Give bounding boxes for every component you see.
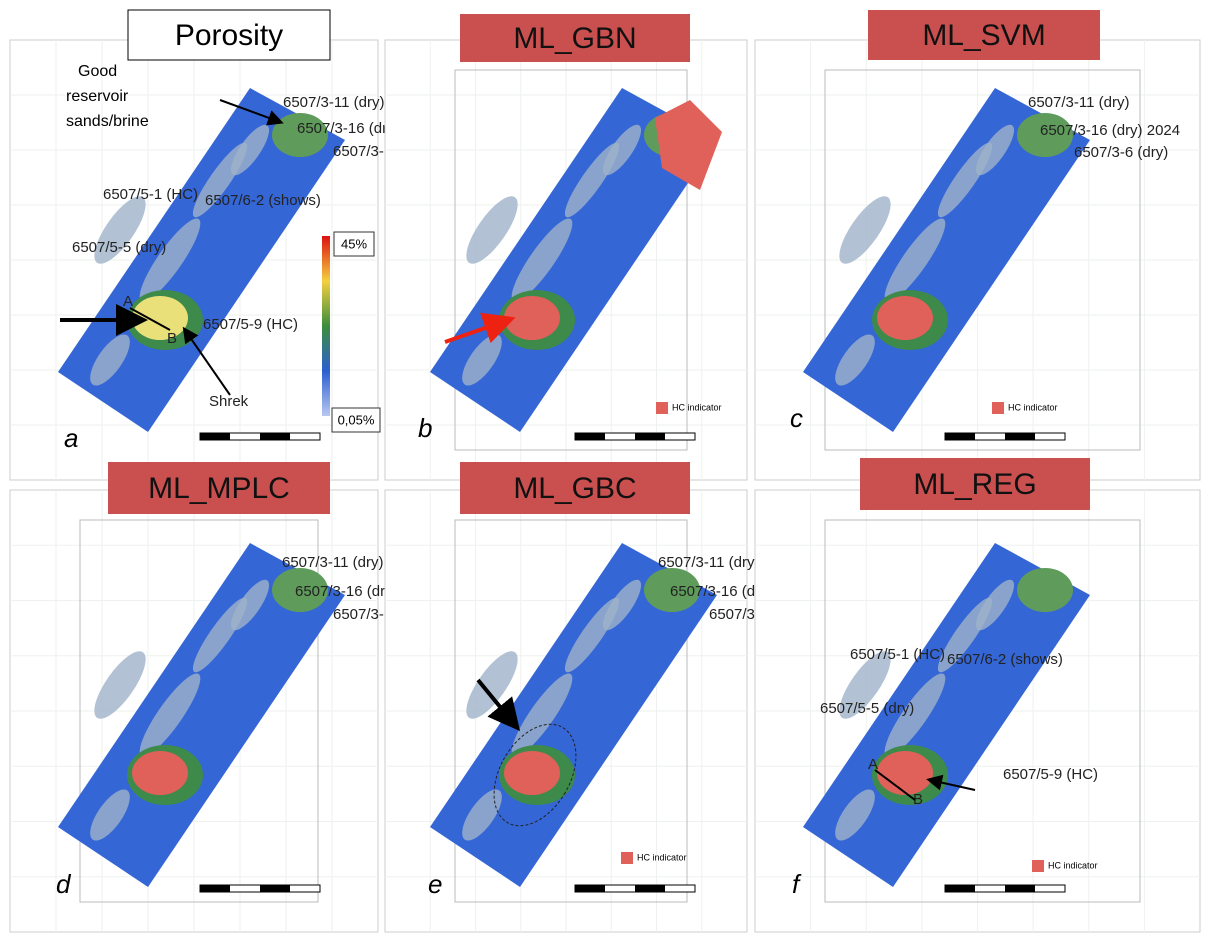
map-patch [132, 296, 188, 340]
well-label: 6507/3-11 (dry) [658, 554, 759, 571]
panel-title: Porosity [175, 19, 283, 52]
panel-title: ML_SVM [922, 19, 1045, 52]
hc-swatch [992, 402, 1004, 414]
scale-bar [575, 433, 605, 440]
map-patch [877, 751, 933, 795]
annotation: sands/brine [66, 113, 149, 130]
legend-text: HC indicator [672, 402, 722, 412]
panel-letter: a [64, 423, 78, 453]
well-label: 6507/3-11 (dry) [1028, 94, 1129, 111]
scale-bar [945, 885, 975, 892]
annotation: Good [78, 63, 117, 80]
scale-bar [575, 885, 605, 892]
scale-bar [635, 885, 665, 892]
scale-bar [260, 433, 290, 440]
panel-title: ML_GBN [513, 22, 636, 55]
panel-title: ML_MPLC [148, 472, 290, 505]
legend-text: HC indicator [637, 852, 687, 862]
legend-min: 0,05% [338, 412, 375, 427]
well-label: B [167, 330, 177, 347]
well-label: 6507/5-9 (HC) [1003, 766, 1098, 783]
legend-text: HC indicator [1008, 402, 1058, 412]
map-patch [877, 296, 933, 340]
hc-swatch [1032, 860, 1044, 872]
scale-bar [1005, 885, 1035, 892]
color-bar [322, 236, 330, 416]
legend-text: HC indicator [1048, 860, 1098, 870]
panel-letter: d [56, 869, 72, 899]
well-label: 6507/3-11 (dry) [282, 554, 383, 571]
well-label: Shrek [209, 393, 249, 410]
panel-letter: e [428, 869, 442, 899]
well-label: 6507/6-2 (shows) [205, 192, 321, 209]
well-label: 6507/3-6 (dry) [1074, 144, 1168, 161]
map-patch [504, 296, 560, 340]
scale-bar [635, 433, 665, 440]
panel-title: ML_GBC [513, 472, 636, 505]
well-label: 6507/5-1 (HC) [850, 646, 945, 663]
scale-bar [945, 433, 975, 440]
scale-bar [200, 885, 230, 892]
map-patch [504, 751, 560, 795]
well-label: 6507/5-9 (HC) [203, 316, 298, 333]
scale-bar [260, 885, 290, 892]
panel-title: ML_REG [913, 468, 1036, 501]
well-label: 6507/5-5 (dry) [820, 700, 914, 717]
legend-max: 45% [341, 236, 367, 251]
hc-swatch [656, 402, 668, 414]
well-label: 6507/5-1 (HC) [103, 186, 198, 203]
map-patch [132, 751, 188, 795]
annotation: reservoir [66, 88, 129, 105]
well-label: 6507/5-5 (dry) [72, 239, 166, 256]
well-label: 6507/6-2 (shows) [947, 651, 1063, 668]
panel-letter: b [418, 413, 432, 443]
scale-bar [1005, 433, 1035, 440]
well-label: 6507/3-11 (dry) [283, 94, 384, 111]
well-label: A [123, 293, 133, 310]
scale-bar [200, 433, 230, 440]
panel-letter: c [790, 403, 803, 433]
well-label: 6507/3-16 (dry) 2024 [1040, 122, 1180, 139]
figure: Porosity a 6507/3-11 (dry) 6507/3-16 (dry) … [0, 0, 1206, 937]
hc-swatch [621, 852, 633, 864]
map-patch [1017, 568, 1073, 612]
